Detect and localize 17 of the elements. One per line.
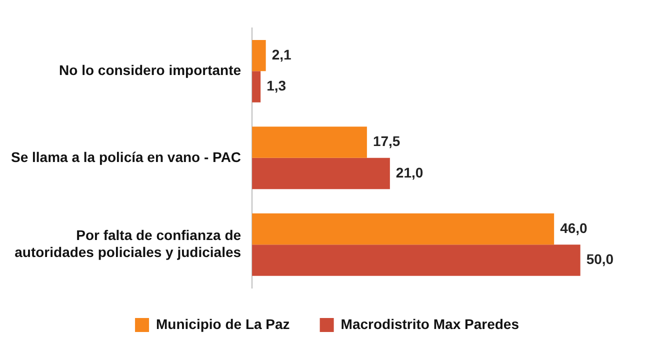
data-label: 1,3	[266, 78, 286, 94]
bar	[252, 213, 554, 245]
bar	[252, 40, 266, 72]
data-label: 2,1	[272, 46, 292, 62]
legend-label: Municipio de La Paz	[156, 316, 290, 332]
bar	[252, 126, 367, 158]
y-tick-label: No lo considero importante	[59, 62, 242, 78]
bar	[252, 71, 261, 102]
y-tick-label: Se llama a la policía en vano - PAC	[10, 148, 242, 165]
bar	[252, 244, 580, 276]
data-label: 50,0	[586, 251, 614, 268]
data-label: 17,5	[372, 133, 400, 150]
bar	[252, 158, 390, 190]
legend-label: Macrodistrito Max Paredes	[340, 316, 520, 332]
data-label: 46,0	[560, 220, 588, 236]
y-tick-label: Por falta de confianza de autoridades policiales y judiciales	[14, 227, 242, 260]
data-label: 21,0	[396, 164, 424, 180]
